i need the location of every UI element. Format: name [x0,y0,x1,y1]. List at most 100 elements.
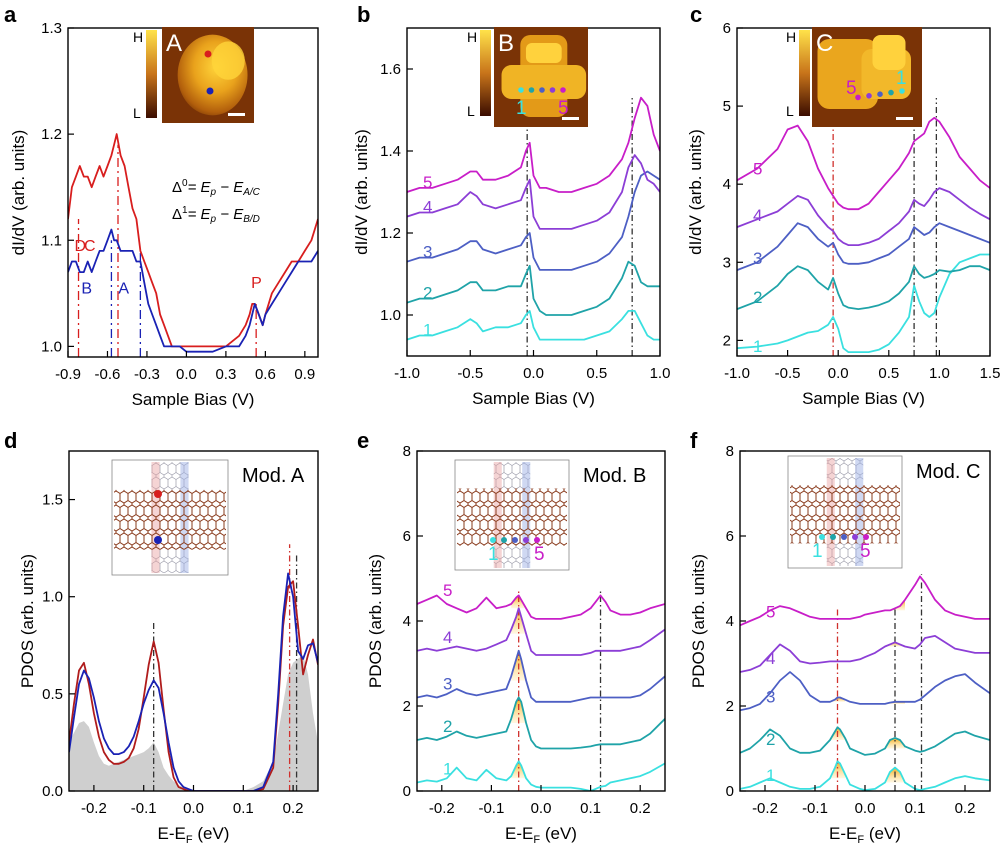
site-marker-red [154,490,162,498]
series-label-4: 4 [423,198,432,217]
series-line-3 [737,222,990,271]
plot-area: -0.2 -0.1 0.0 0.1 0.2 0.0 0.5 1.0 1.5 [42,450,319,817]
peak-highlight [511,697,527,723]
y-tick-label: 5 [723,98,731,115]
x-tick-label: -1.0 [724,365,750,382]
plot-area: -1.0 -0.5 0.0 0.5 1.0 1.5 2 3 4 5 6 1 2 3 4 5 [723,20,1000,382]
x-tick-label: 0.9 [294,366,315,383]
series-line-5 [417,594,665,620]
line-label-P: P [251,275,262,292]
panel-label: f [690,428,698,453]
site-marker-blue [154,536,162,544]
x-axis-label-part: (eV) [193,824,230,843]
site-marker-1 [490,537,496,543]
y-tick-label: 1.1 [41,232,62,249]
y-tick-label: 3 [723,254,731,271]
color-scale-bar [799,30,810,116]
site-marker-5 [863,534,869,540]
eq-sup: 0 [182,178,188,189]
x-axis-label: Sample Bias (V) [802,389,925,408]
color-scale-low: L [467,103,475,119]
x-tick-label: 1.0 [929,365,950,382]
line-label-A: A [118,280,129,297]
series-line-5 [740,575,990,627]
color-scale-low: L [133,105,141,121]
x-tick-label: 1.5 [980,365,1000,382]
y-tick-label: 0.0 [42,783,63,800]
series-label-4: 4 [443,628,452,647]
x-axis-label-sub: F [186,834,193,845]
model-horizontal-ribbon [457,488,567,546]
peak-highlight [885,599,905,611]
series-label-5: 5 [753,159,762,178]
series-line-4 [417,607,665,656]
color-scale-low: L [786,103,794,119]
plot-area: -0.9 -0.6 -0.3 0.0 0.3 0.6 0.9 1.0 1.1 1.2 1.3 [41,20,319,383]
x-axis-label-part: E-E [505,824,533,843]
panel-label: d [4,428,17,453]
site-marker-2 [888,89,894,96]
panel-a: a -0.9 -0.6 -0.3 0.0 0.3 0.6 0.9 1.0 1.1 1.2 1.3 Sam… [4,2,319,409]
y-tick-label: 1.0 [41,338,62,355]
x-tick-label: -0.1 [131,800,157,817]
series-line-1 [417,760,665,791]
x-axis-label: Sample Bias (V) [472,389,595,408]
series-label-1: 1 [766,766,775,785]
color-scale-high: H [467,29,477,45]
stm-bright-lobe [525,43,562,63]
x-axis-label-part: E-E [829,824,857,843]
x-tick-label: -0.2 [752,800,778,817]
eq-part: = E [188,179,212,196]
inset-site-label-5: 5 [846,78,857,99]
inset-letter: C [816,30,833,57]
site-marker-4 [549,87,556,93]
inset-site-label-5: 5 [860,541,871,562]
scale-bar [228,113,245,116]
inset-site-label-1: 1 [516,98,527,119]
stm-inset: C [812,27,922,127]
series-label-2: 2 [423,284,432,303]
x-tick-label: 0.2 [630,800,651,817]
x-tick-label: -1.0 [394,365,420,382]
y-tick-label: 4 [403,613,411,630]
x-axis-label: Sample Bias (V) [132,390,255,409]
y-tick-label: 1.0 [380,307,401,324]
site-marker-2 [830,534,836,540]
eq-part: = E [188,206,212,223]
x-tick-label: 0.1 [233,800,254,817]
series-line-3 [407,170,660,271]
series-line-4 [407,154,660,230]
panel-d: d -0.2 -0.1 0.0 0.1 0.2 0.0 0.5 1.0 1.5 E-EF (eV) P… [4,428,319,845]
series-label-1: 1 [753,337,762,356]
x-tick-label: -0.5 [775,365,801,382]
series-label-3: 3 [443,675,452,694]
x-axis-label-part: (eV) [540,824,577,843]
model-title: Mod. B [583,465,646,487]
site-marker-5 [534,537,540,543]
x-tick-label: 0.1 [905,800,926,817]
series-line-4 [737,187,990,246]
series-line-blue [69,572,318,791]
y-axis-label: PDOS (arb. units) [18,554,37,688]
x-tick-label: -0.2 [81,800,107,817]
eq-sub: A/C [242,187,260,198]
x-tick-label: -0.6 [95,366,121,383]
series-line-1 [737,253,990,353]
panel-f: f -0.2 -0.1 0.0 0.1 0.2 0 2 4 6 8 1 2 3 4 5 E-EF (eV) PDO… [689,428,991,845]
series-label-2: 2 [443,717,452,736]
color-scale-bar [480,30,491,116]
x-tick-label: 0.2 [283,800,304,817]
series-line-2 [737,265,990,310]
panel-label: b [357,2,370,27]
series-line-1 [740,760,990,791]
site-marker-4 [523,537,529,543]
y-tick-label: 6 [726,528,734,545]
x-axis-label: E-EF (eV) [505,824,577,845]
y-tick-label: 1.2 [380,225,401,242]
site-marker-2 [501,537,507,543]
y-axis-label: PDOS (arb. units) [689,554,708,688]
x-tick-label: 0.0 [531,800,552,817]
series-label-4: 4 [766,649,775,668]
color-scale-high: H [133,29,143,45]
series-line-2 [740,726,990,756]
